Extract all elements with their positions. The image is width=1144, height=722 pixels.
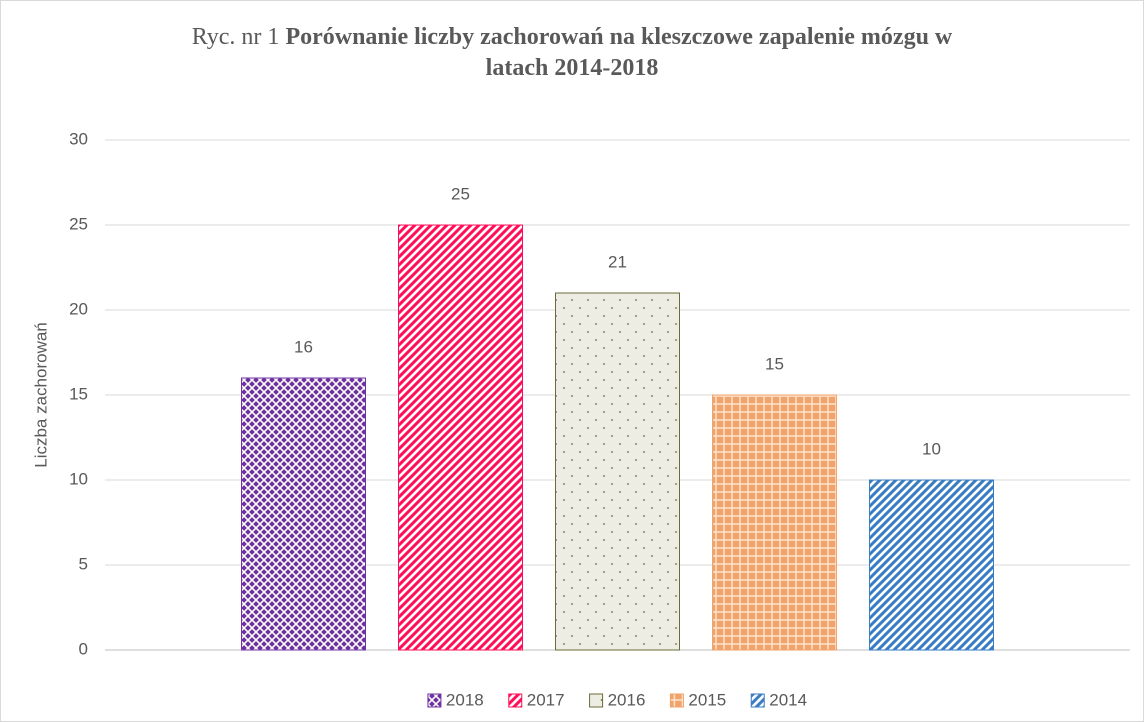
- legend-swatch: [669, 693, 684, 708]
- y-tick-label: 25: [69, 214, 88, 233]
- y-axis-label: Liczba zachorowań: [31, 322, 50, 468]
- legend-item: 2015: [669, 690, 726, 709]
- data-label: 10: [922, 439, 941, 458]
- bar: [555, 292, 680, 651]
- bar: [869, 479, 994, 651]
- legend-label: 2018: [446, 690, 484, 709]
- y-tick-label: 5: [79, 554, 88, 573]
- title-main: Porównanie liczby zachorowań na kleszczo…: [285, 24, 953, 81]
- legend-swatch: [750, 693, 765, 708]
- data-label: 25: [451, 184, 470, 203]
- legend-swatch: [427, 693, 442, 708]
- legend-item: 2017: [508, 690, 565, 709]
- legend-swatch: [508, 693, 523, 708]
- legend-label: 2014: [769, 690, 807, 709]
- bar: [241, 377, 366, 651]
- legend-label: 2015: [688, 690, 726, 709]
- title-lead: Ryc. nr 1: [191, 24, 280, 50]
- legend-label: 2017: [527, 690, 565, 709]
- y-tick-label: 0: [79, 639, 88, 658]
- legend-item: 2018: [427, 690, 484, 709]
- y-tick-label: 15: [69, 384, 88, 403]
- legend-label: 2016: [608, 690, 646, 709]
- bar: [398, 224, 523, 651]
- bar: [712, 394, 837, 651]
- data-label: 21: [608, 252, 627, 271]
- legend-item: 2014: [750, 690, 807, 709]
- y-tick-label: 10: [69, 469, 88, 488]
- y-tick-label: 30: [69, 129, 88, 148]
- legend-swatch: [589, 693, 604, 708]
- data-label: 16: [294, 337, 313, 356]
- data-label: 15: [765, 354, 784, 373]
- chart-title: Ryc. nr 1 Porównanie liczby zachorowań n…: [172, 22, 972, 84]
- y-tick-label: 20: [69, 299, 88, 318]
- legend-item: 2016: [589, 690, 646, 709]
